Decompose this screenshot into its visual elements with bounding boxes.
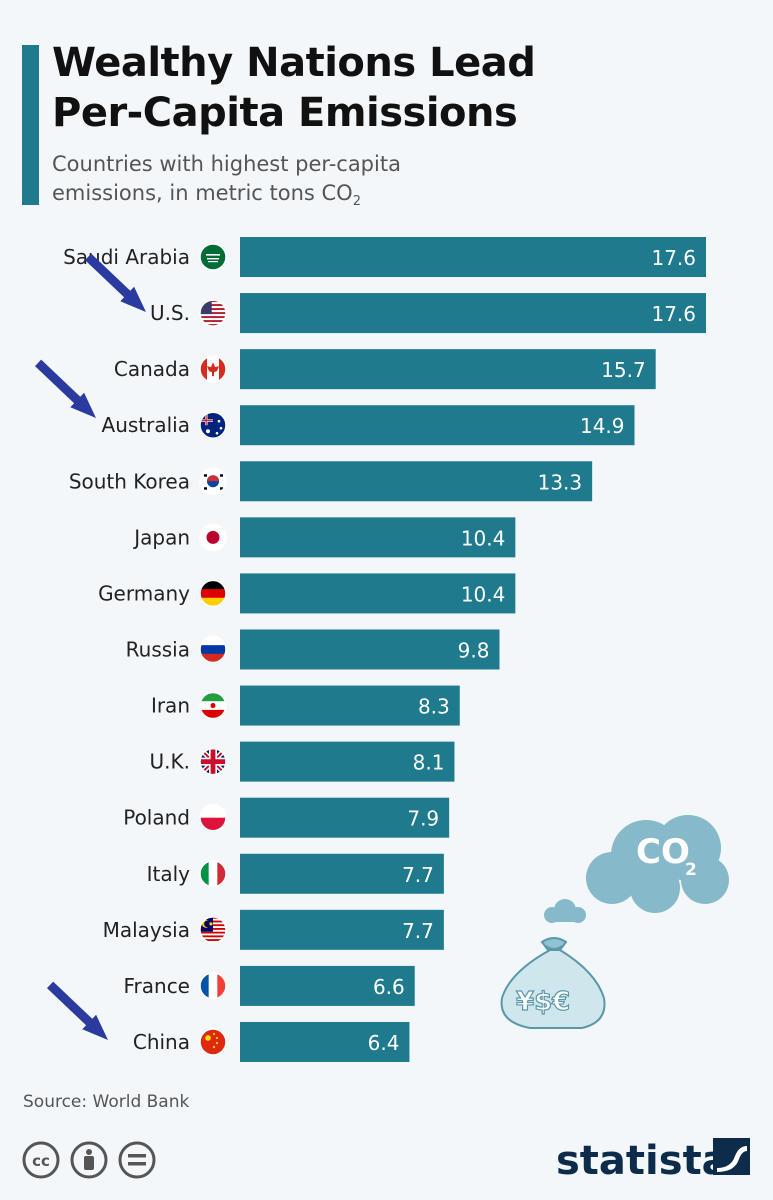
bar-south-korea bbox=[240, 461, 593, 502]
statista-logo-mark-icon bbox=[713, 1138, 750, 1175]
bar-poland bbox=[240, 797, 450, 838]
flag-outline bbox=[199, 579, 227, 608]
bar-saudi-arabia bbox=[240, 237, 706, 277]
chart-title: Wealthy Nations Lead Per-Capita Emission… bbox=[52, 38, 536, 138]
russia-flag-icon bbox=[200, 636, 226, 663]
cloud-subscript-text: 2 bbox=[685, 860, 697, 880]
no-derivatives-icon bbox=[118, 1141, 156, 1179]
arrow-icon-u-s- bbox=[85, 253, 146, 312]
bar-australia bbox=[240, 405, 635, 446]
category-label: Poland bbox=[123, 806, 190, 830]
title-accent-bar bbox=[22, 45, 39, 205]
bar-iran bbox=[240, 685, 460, 726]
category-label: France bbox=[123, 974, 190, 998]
bar-malaysia bbox=[240, 909, 444, 950]
bag-currency-text: ¥$€ bbox=[516, 987, 570, 1017]
category-label: Russia bbox=[126, 637, 190, 661]
flag-outline bbox=[199, 243, 227, 271]
title-line-2: Per-Capita Emissions bbox=[52, 90, 518, 136]
iran-flag-icon bbox=[200, 692, 226, 719]
flag-outline bbox=[199, 299, 227, 327]
attribution-icon bbox=[70, 1141, 108, 1179]
cloud-co-text: CO bbox=[636, 832, 690, 872]
flag-outline bbox=[199, 803, 227, 832]
category-label: Saudi Arabia bbox=[63, 245, 190, 269]
arrow-icon-australia bbox=[35, 359, 96, 418]
cc-icon: cc bbox=[22, 1141, 60, 1179]
bar-russia bbox=[240, 629, 500, 670]
category-label: Japan bbox=[132, 525, 190, 549]
statista-logo: statista bbox=[556, 1138, 750, 1184]
value-label: 17.6 bbox=[651, 246, 696, 270]
value-label: 14.9 bbox=[580, 414, 625, 438]
license-icons: cc bbox=[22, 1141, 156, 1179]
subtitle-line-1: Countries with highest per-capita bbox=[52, 152, 401, 176]
flag-outline bbox=[199, 916, 227, 944]
bar-canada bbox=[240, 349, 656, 390]
flag-outline bbox=[199, 972, 227, 1000]
bar-u-k- bbox=[240, 741, 455, 782]
value-label: 6.6 bbox=[373, 975, 405, 999]
us-flag-icon bbox=[200, 300, 226, 327]
category-label: China bbox=[133, 1030, 190, 1054]
bar-germany bbox=[240, 573, 516, 614]
title-line-1: Wealthy Nations Lead bbox=[52, 40, 536, 86]
category-label: Italy bbox=[147, 862, 191, 886]
germany-flag-icon bbox=[200, 580, 226, 607]
value-label: 10.4 bbox=[461, 526, 506, 550]
money-bag-icon: ¥$€ bbox=[500, 937, 606, 1029]
subtitle-subscript: 2 bbox=[352, 194, 361, 210]
flag-outline bbox=[199, 467, 227, 496]
value-label: 7.7 bbox=[402, 919, 434, 943]
flag-outline bbox=[199, 1028, 227, 1056]
flag-outline bbox=[199, 635, 227, 664]
france-flag-icon bbox=[200, 972, 226, 999]
value-label: 7.9 bbox=[407, 807, 439, 831]
category-label: South Korea bbox=[69, 469, 190, 493]
brand-wordmark: statista bbox=[556, 1138, 729, 1184]
poland-flag-icon bbox=[200, 804, 226, 831]
value-label: 15.7 bbox=[601, 358, 646, 382]
bar-italy bbox=[240, 853, 444, 894]
co2-cloud-icon: CO 2 bbox=[586, 815, 729, 913]
category-label: Germany bbox=[98, 581, 190, 605]
flag-outline bbox=[199, 860, 227, 888]
svg-text:cc: cc bbox=[32, 1152, 50, 1170]
category-label: Iran bbox=[151, 694, 190, 718]
co2-money-bag-illustration: CO 2 ¥$€ bbox=[500, 815, 729, 1029]
subtitle-line-2: emissions, in metric tons CO bbox=[52, 181, 353, 205]
bar-chart: Saudi Arabia 17.6 U.S. 17.6 Canada 15.7 Austra… bbox=[35, 237, 706, 1062]
flag-outline bbox=[199, 411, 227, 439]
italy-flag-icon bbox=[200, 860, 226, 887]
flag-outline bbox=[199, 747, 227, 776]
bar-u-s- bbox=[240, 293, 706, 334]
value-label: 7.7 bbox=[402, 863, 434, 887]
category-label: Malaysia bbox=[103, 918, 190, 942]
category-label: U.K. bbox=[150, 750, 190, 774]
category-label: Australia bbox=[102, 413, 190, 437]
chart-subtitle: Countries with highest per-capita emissi… bbox=[52, 150, 401, 216]
category-label: U.S. bbox=[150, 301, 190, 325]
arrow-icon-china bbox=[47, 981, 108, 1040]
value-label: 17.6 bbox=[651, 302, 696, 326]
category-label: Canada bbox=[114, 357, 190, 381]
flag-outline bbox=[199, 355, 227, 383]
value-label: 9.8 bbox=[458, 638, 490, 662]
value-label: 8.1 bbox=[413, 751, 445, 775]
value-label: 10.4 bbox=[461, 582, 506, 606]
small-smoke-cloud-icon bbox=[544, 899, 586, 923]
source-note: Source: World Bank bbox=[23, 1092, 190, 1112]
flag-outline bbox=[199, 523, 227, 552]
value-label: 8.3 bbox=[418, 695, 450, 719]
value-label: 13.3 bbox=[538, 470, 583, 494]
bar-france bbox=[240, 965, 415, 1006]
bar-china bbox=[240, 1021, 410, 1062]
flag-outline bbox=[199, 691, 227, 720]
value-label: 6.4 bbox=[368, 1031, 400, 1055]
bar-japan bbox=[240, 517, 516, 558]
